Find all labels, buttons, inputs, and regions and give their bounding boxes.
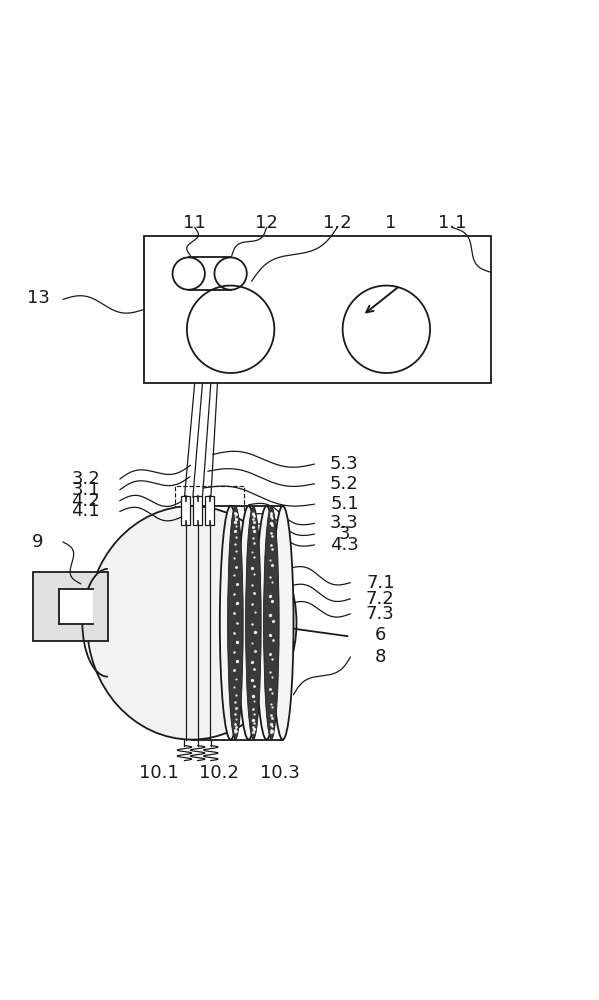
- Bar: [193, 496, 202, 525]
- Text: 8: 8: [375, 648, 386, 666]
- Text: 6: 6: [375, 626, 386, 644]
- Text: 7.2: 7.2: [366, 590, 395, 608]
- Bar: [175, 486, 244, 529]
- Text: 11: 11: [183, 214, 206, 232]
- Text: 7.1: 7.1: [366, 574, 395, 592]
- Text: 1: 1: [385, 214, 396, 232]
- Ellipse shape: [246, 506, 261, 740]
- Bar: [33, 572, 108, 641]
- Text: 10.3: 10.3: [261, 764, 300, 782]
- Text: 3.3: 3.3: [330, 514, 359, 532]
- Ellipse shape: [256, 506, 277, 740]
- Bar: [181, 496, 190, 525]
- Text: 4.1: 4.1: [71, 502, 100, 520]
- Text: 10.2: 10.2: [199, 764, 238, 782]
- Bar: [205, 496, 214, 525]
- Text: 1.2: 1.2: [323, 214, 352, 232]
- Text: 5.2: 5.2: [330, 475, 359, 493]
- Text: 12: 12: [255, 214, 278, 232]
- Text: 4.2: 4.2: [71, 492, 100, 510]
- Text: 5.1: 5.1: [330, 495, 359, 513]
- Text: 13: 13: [28, 289, 50, 307]
- Ellipse shape: [264, 506, 279, 740]
- Text: 7.3: 7.3: [366, 605, 395, 623]
- Text: 10.1: 10.1: [139, 764, 179, 782]
- Text: 4.3: 4.3: [330, 536, 359, 554]
- Bar: [144, 236, 491, 383]
- Text: 5.3: 5.3: [330, 455, 359, 473]
- Ellipse shape: [220, 506, 241, 740]
- Text: 3.2: 3.2: [71, 470, 100, 488]
- Ellipse shape: [228, 506, 243, 740]
- Text: 9: 9: [31, 533, 43, 551]
- Ellipse shape: [272, 506, 294, 740]
- Bar: [59, 589, 93, 624]
- Text: 3.1: 3.1: [71, 481, 100, 499]
- Text: 1.1: 1.1: [438, 214, 467, 232]
- Text: 3: 3: [338, 525, 350, 543]
- Ellipse shape: [238, 506, 259, 740]
- Ellipse shape: [87, 506, 297, 740]
